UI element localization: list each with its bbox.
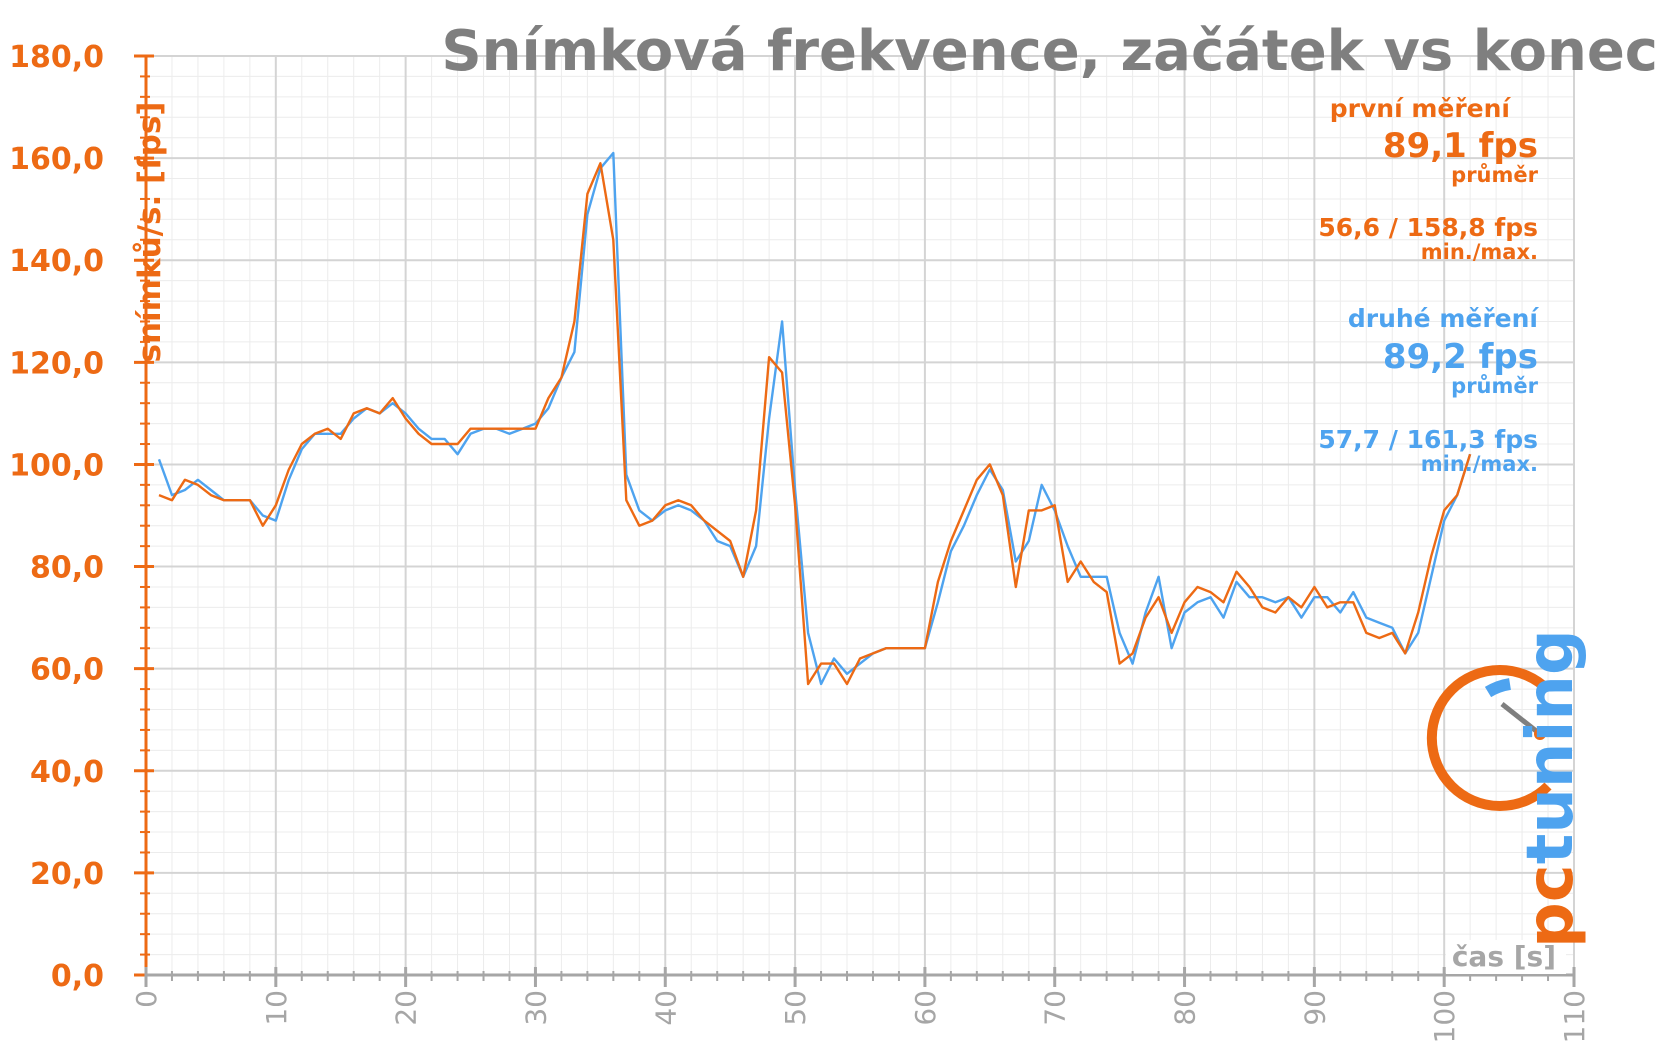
- y-tick-label: 160,0: [9, 142, 104, 177]
- x-axis-title: čas [s]: [1452, 940, 1556, 973]
- second-series-average-label: průměr: [1451, 374, 1538, 398]
- x-tick-label: 80: [1169, 990, 1202, 1026]
- first-series-name: první měření: [1330, 94, 1512, 123]
- y-tick-label: 120,0: [9, 346, 104, 381]
- x-tick-label: 90: [1298, 990, 1331, 1026]
- x-tick-label: 100: [1428, 990, 1461, 1043]
- y-tick-label: 0,0: [51, 959, 104, 994]
- pctuning-logo: pctuning: [1426, 629, 1588, 948]
- series-line-druhe-mereni: [157, 151, 1472, 686]
- major-gridlines: [146, 55, 1575, 975]
- y-tick-label: 180,0: [9, 40, 104, 75]
- logo-wordmark: pctuning: [1514, 629, 1588, 948]
- y-axis-title: snímků/s. [fps]: [132, 102, 168, 363]
- y-axis-ticks: [134, 54, 154, 977]
- y-tick-label: 60,0: [30, 653, 104, 688]
- x-tick-label: 70: [1039, 990, 1072, 1026]
- first-series-minmax-label: min./max.: [1421, 240, 1538, 264]
- first-series-minmax: 56,6 / 158,8 fps: [1318, 213, 1538, 242]
- x-tick-label: 50: [779, 990, 812, 1026]
- logo-wordmark-tuning: tuning: [1514, 629, 1588, 864]
- series-line-prvni-mereni: [158, 161, 1472, 686]
- second-series-average: 89,2 fps: [1383, 337, 1538, 377]
- x-axis-title-bg: [1446, 940, 1566, 974]
- x-tick-label: 40: [649, 990, 682, 1026]
- logo-gauge-arc: [1426, 665, 1552, 811]
- second-series-minmax: 57,7 / 161,3 fps: [1318, 425, 1538, 454]
- annotation-second: druhé měření 89,2 fps průměr 57,7 / 161,…: [1318, 304, 1539, 476]
- x-tick-label: 10: [260, 990, 293, 1026]
- x-tick-label: 20: [390, 990, 423, 1026]
- logo-wordmark-pc: pc: [1514, 864, 1588, 948]
- series-layer: [157, 151, 1472, 686]
- y-axis-labels: 0,0 20,0 40,0 60,0 80,0 100,0 120,0 140,0 160,0 1…: [9, 40, 104, 994]
- logo-gauge-hub: [1534, 728, 1546, 740]
- first-series-average-label: průměr: [1451, 163, 1538, 187]
- logo-gauge-accent: [1484, 678, 1512, 698]
- x-tick-label: 30: [519, 990, 552, 1026]
- x-axis-ticks: [144, 967, 1576, 987]
- x-axis-labels: 0 10 20 30 40 50 60 70 80 90 100 110: [130, 990, 1591, 1043]
- first-series-average: 89,1 fps: [1383, 126, 1538, 166]
- y-tick-label: 20,0: [30, 857, 104, 892]
- y-tick-label: 100,0: [9, 448, 104, 483]
- x-tick-label: 60: [909, 990, 942, 1026]
- annotation-first: první měření 89,1 fps průměr 56,6 / 158,…: [1318, 94, 1538, 264]
- second-series-name: druhé měření: [1348, 304, 1540, 333]
- minor-gridlines: [146, 56, 1574, 975]
- second-series-minmax-label: min./max.: [1421, 452, 1538, 476]
- x-tick-label: 110: [1558, 990, 1591, 1043]
- logo-gauge-needle: [1500, 702, 1542, 736]
- y-tick-label: 40,0: [30, 755, 104, 790]
- y-tick-label: 140,0: [9, 244, 104, 279]
- y-tick-label: 80,0: [30, 551, 104, 586]
- chart-title: Snímková frekvence, začátek vs konec: [441, 19, 1658, 84]
- x-tick-label: 0: [130, 990, 163, 1008]
